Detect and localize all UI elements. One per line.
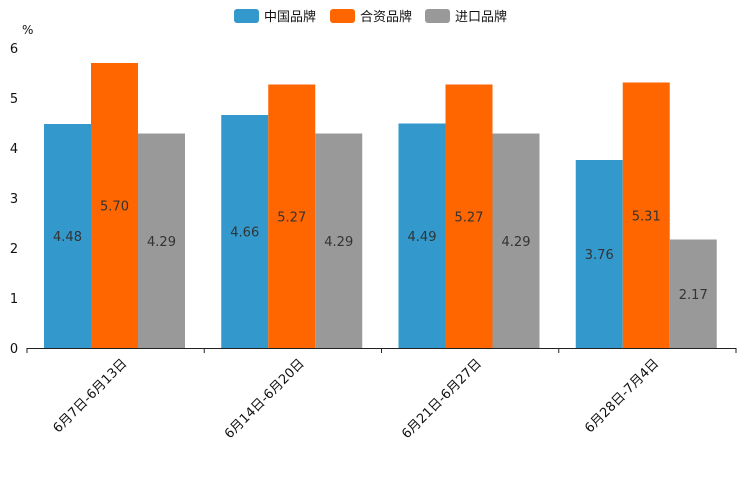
- bar: [669, 239, 717, 348]
- bar-value-label: 5.70: [100, 200, 129, 215]
- bar-value-label: 4.29: [502, 235, 531, 250]
- bars: 4.48 5.70 4.29 4.66 5.27 4.29 4.49 5.27 4.29 3.76…: [44, 63, 717, 348]
- bar: [398, 123, 446, 348]
- legend: 中国品牌 合资品牌 进口品牌: [234, 9, 507, 25]
- x-axis: 6月7日-6月13日 6月14日-6月20日 6月21日-6月27日 6月28日-7月…: [26, 348, 737, 442]
- y-tick-label: 3: [10, 192, 18, 207]
- y-tick-label: 6: [10, 42, 18, 57]
- y-tick-label: 4: [10, 142, 18, 157]
- bar-value-label: 4.48: [53, 230, 82, 245]
- x-tick-label: 6月7日-6月13日: [51, 356, 131, 436]
- bar: [445, 84, 493, 348]
- y-tick-label: 5: [10, 92, 18, 107]
- bar: [91, 63, 138, 348]
- bar: [44, 124, 91, 348]
- bar-value-label: 5.27: [455, 210, 484, 225]
- bar-value-label: 3.76: [585, 248, 614, 263]
- bar-value-label: 5.31: [632, 209, 661, 224]
- bar-value-label: 2.17: [679, 288, 708, 303]
- legend-swatch: [234, 9, 259, 23]
- bar-value-label: 4.29: [147, 235, 176, 250]
- bar-value-label: 4.29: [324, 235, 353, 250]
- y-tick-label: 0: [10, 342, 18, 357]
- y-tick-label: 1: [10, 292, 18, 307]
- bar-value-label: 5.27: [277, 210, 306, 225]
- bar: [268, 84, 316, 348]
- x-tick-label: 6月14日-6月20日: [222, 356, 308, 442]
- legend-swatch: [425, 9, 450, 23]
- bar-value-label: 4.66: [230, 226, 259, 241]
- x-tick-label: 6月28日-7月4日: [582, 356, 662, 436]
- legend-label: 中国品牌: [264, 9, 316, 25]
- bar: [622, 82, 670, 348]
- y-axis-unit-label: %: [22, 23, 33, 37]
- bar: [575, 160, 623, 348]
- bar: [492, 133, 540, 348]
- bar: [221, 115, 269, 348]
- legend-swatch: [330, 9, 355, 23]
- y-axis-ticks: 0 1 2 3 4 5 6: [10, 42, 18, 357]
- bar: [138, 133, 185, 348]
- legend-label: 合资品牌: [360, 9, 412, 25]
- y-tick-label: 2: [10, 242, 18, 257]
- legend-label: 进口品牌: [455, 9, 507, 25]
- x-tick-label: 6月21日-6月27日: [399, 356, 485, 442]
- bar-value-label: 4.49: [408, 230, 437, 245]
- bar: [315, 133, 363, 348]
